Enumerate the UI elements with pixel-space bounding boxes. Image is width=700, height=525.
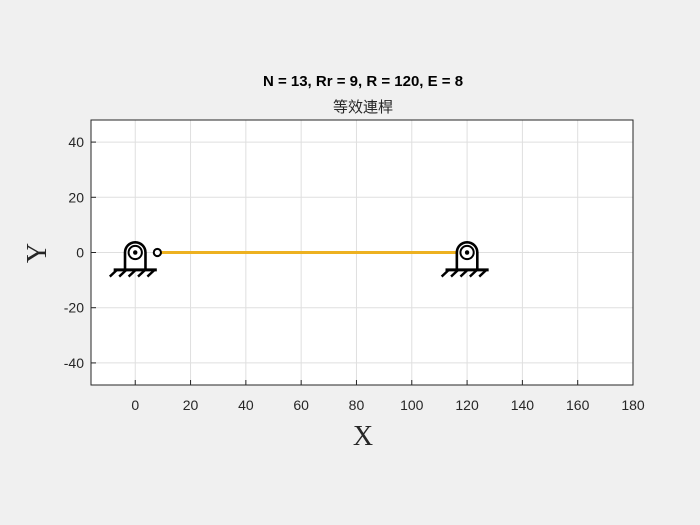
x-axis-label: X [353,421,373,452]
support-ring [459,244,475,261]
x-tick-label: 0 [131,397,139,413]
chart-marks [108,241,489,278]
y-tick-label: 40 [68,134,84,150]
joint-circle [152,247,162,258]
x-tick-label: 120 [455,397,479,413]
pin-support-symbol [108,241,157,278]
chart-subtitle: 等效連桿 [333,98,393,116]
x-tick-label: 160 [566,397,590,413]
y-tick-label: 20 [68,189,84,205]
y-tick-label: -20 [64,300,84,316]
x-tick-label: 140 [511,397,535,413]
y-axis-label: Y [22,243,53,263]
x-tick-label: 20 [183,397,199,413]
x-tick-label: 180 [621,397,645,413]
support-hatch [440,269,450,278]
plot-frame [90,119,634,386]
y-tick-labels: -40 -20 0 20 40 [64,134,96,371]
x-tick-label: 40 [238,397,254,413]
chart-title: N = 13, Rr = 9, R = 120, E = 8 [263,73,463,90]
support-hatch [118,269,128,278]
support-hatch [137,269,147,278]
x-tick-label: 60 [293,397,309,413]
support-hatch [146,269,156,278]
support-hatch [469,269,478,278]
support-pin [464,250,470,255]
x-tick-label: 80 [349,397,365,413]
x-tick-label: 100 [400,397,424,413]
support-hatch [459,269,469,278]
support-hatch [450,269,460,278]
support-hatch [127,269,137,278]
y-tick-label: 0 [76,245,84,261]
y-tick-label: -40 [64,355,84,371]
support-pin [133,250,138,255]
support-ring [127,244,143,261]
support-hatch [108,269,118,278]
support-hatch [478,269,488,278]
x-tick-labels: 0 20 40 60 80 100 120 140 160 180 [131,380,645,413]
pin-support-symbol [440,241,489,278]
